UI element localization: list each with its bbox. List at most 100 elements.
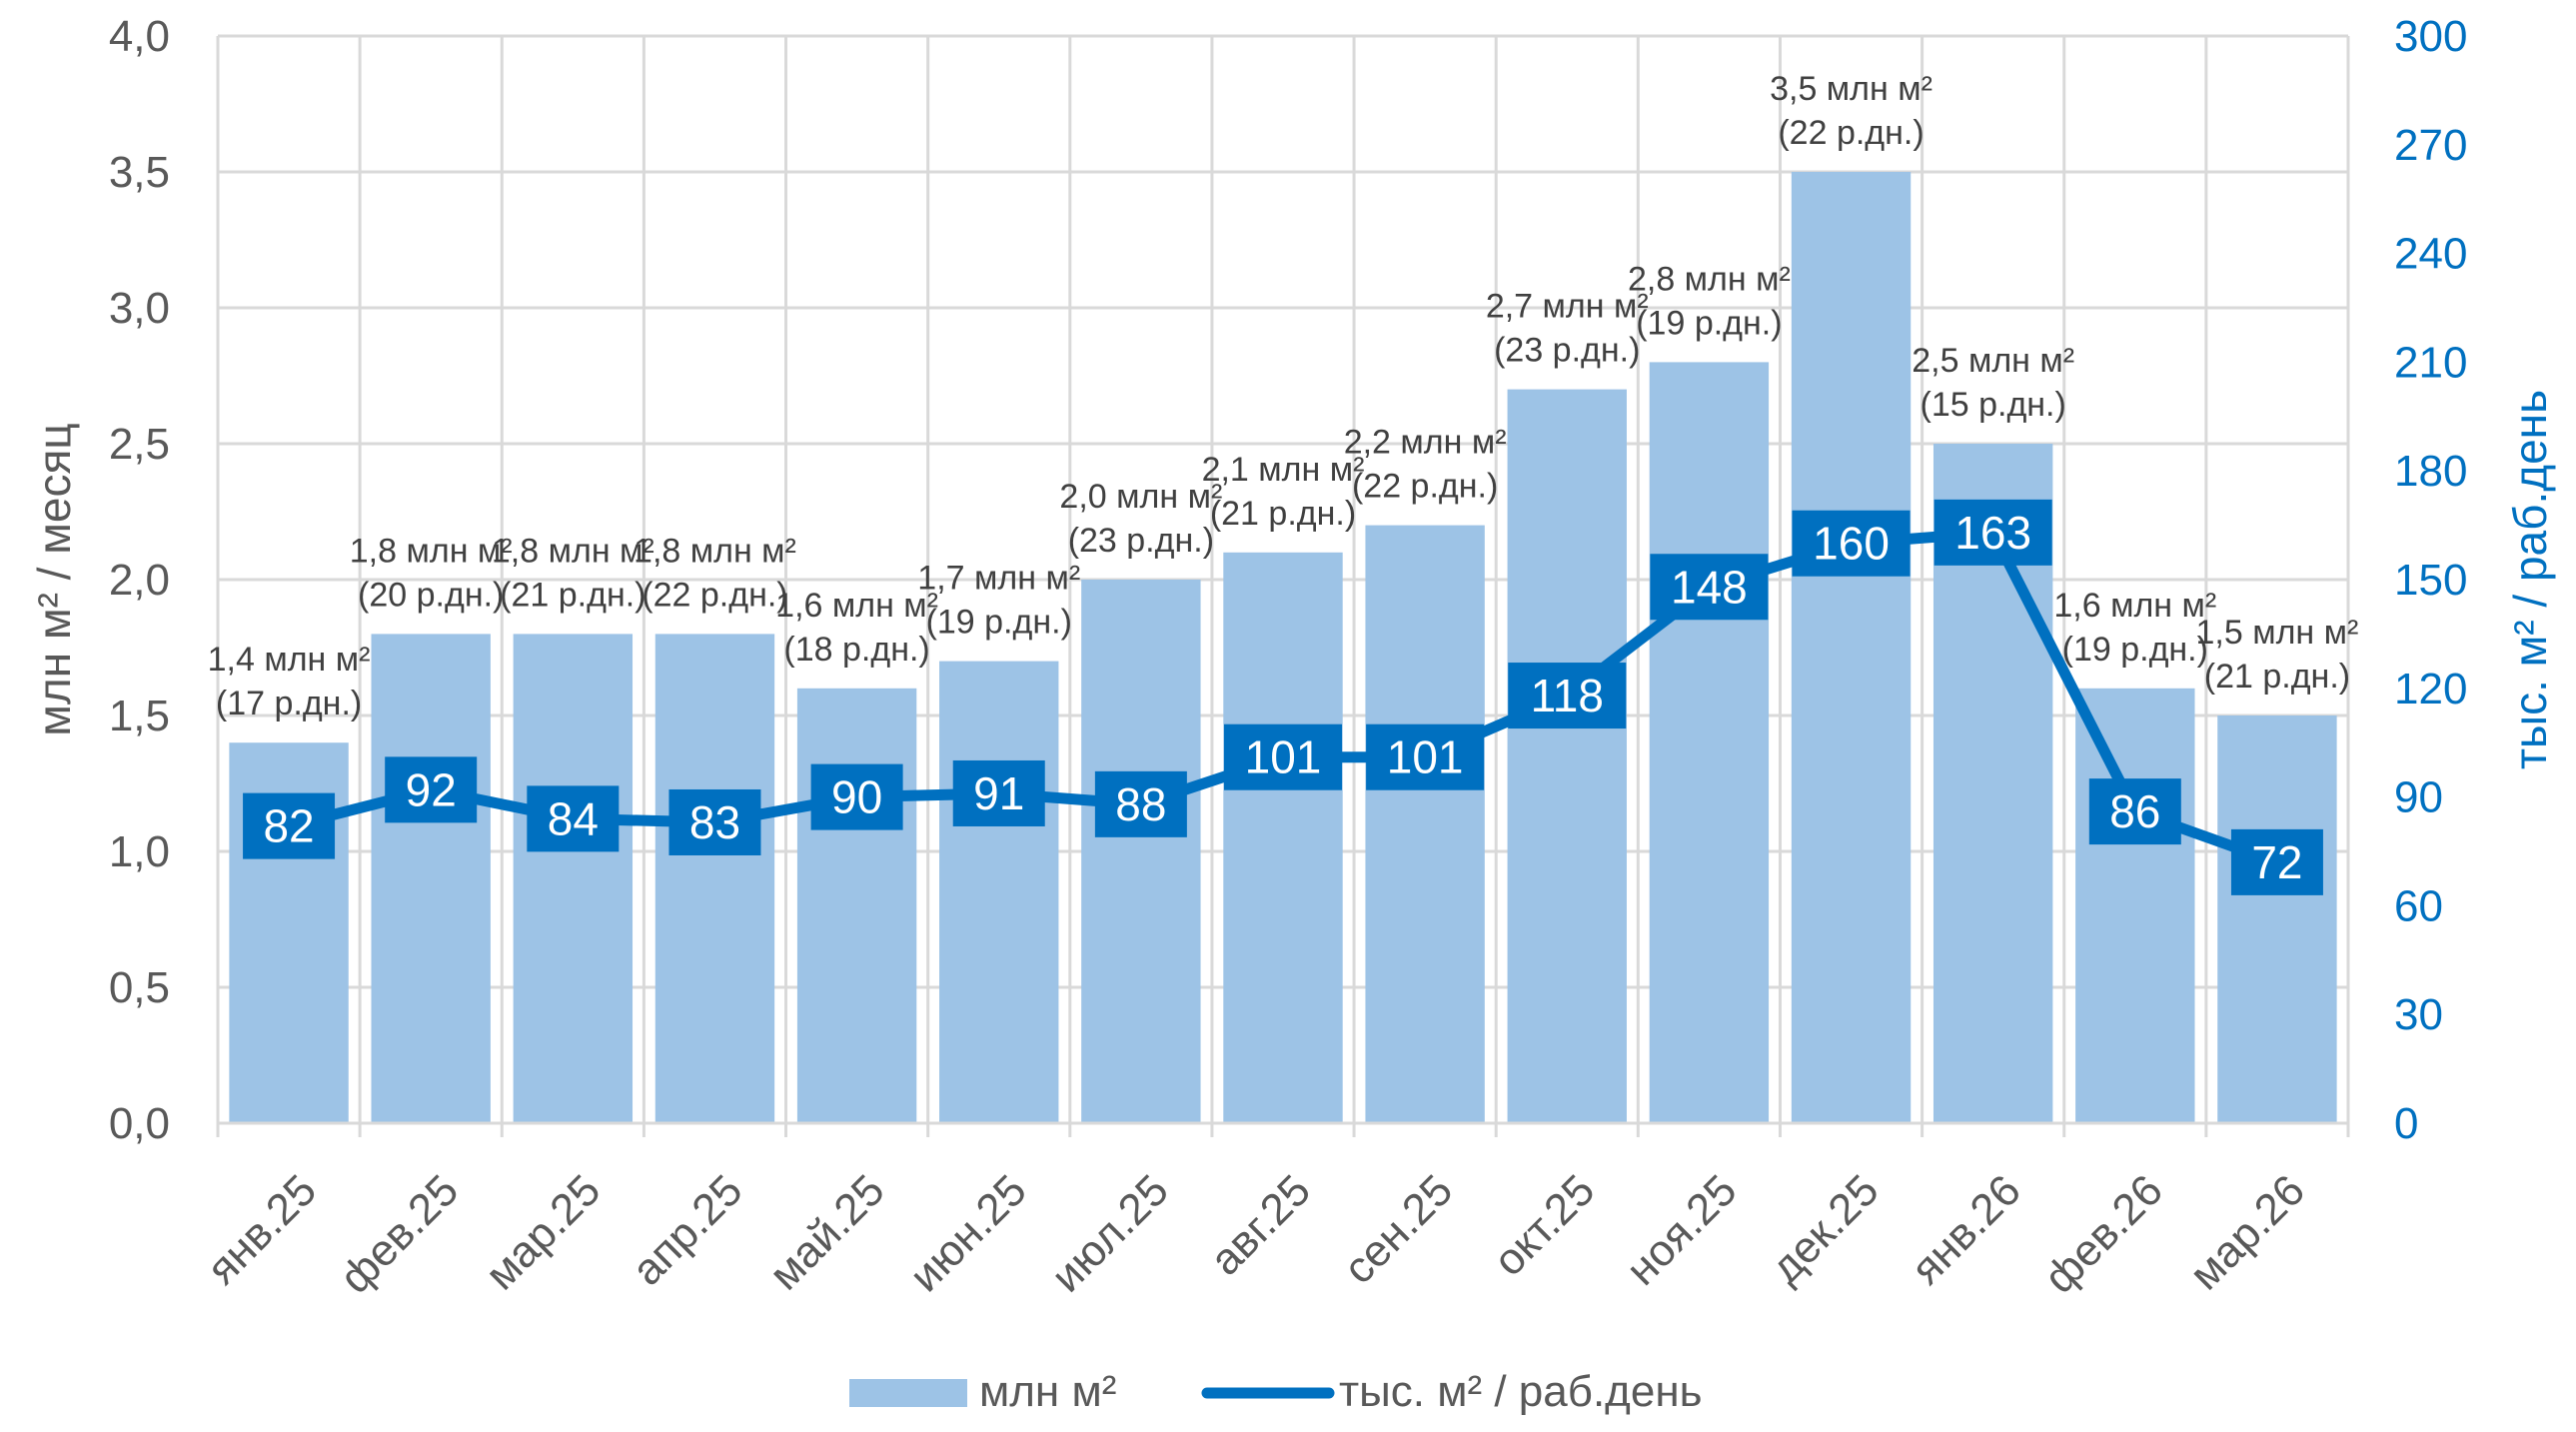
- line-data-label: 82: [263, 800, 314, 852]
- bar: [939, 661, 1059, 1123]
- bar-label-days: (21 р.дн.): [1210, 495, 1356, 533]
- bar-label-days: (20 р.дн.): [358, 576, 504, 614]
- category-label: фев.25: [331, 1165, 468, 1302]
- bar-label-days: (22 р.дн.): [1778, 114, 1924, 152]
- bar-label-days: (18 р.дн.): [783, 631, 929, 669]
- left-tick-label: 2,5: [109, 420, 170, 469]
- line-data-label: 88: [1115, 778, 1166, 830]
- right-tick-label: 180: [2394, 447, 2467, 496]
- line-point-marker: [668, 788, 761, 855]
- bar-label-value: 1,8 млн м²: [350, 532, 513, 570]
- right-tick-label: 90: [2394, 773, 2443, 822]
- left-tick-label: 1,0: [109, 827, 170, 876]
- line-data-label: 72: [2251, 836, 2302, 888]
- right-tick-label: 30: [2394, 990, 2443, 1039]
- left-tick-label: 0,0: [109, 1099, 170, 1148]
- legend-line-label: тыс. м² / раб.день: [1339, 1367, 1703, 1416]
- category-label: авг.25: [1201, 1165, 1320, 1284]
- bar-label-value: 1,5 млн м²: [2196, 614, 2359, 652]
- legend: млн м² тыс. м² / раб.день: [849, 1367, 1703, 1416]
- bar: [2075, 688, 2195, 1123]
- legend-bar-swatch: [849, 1379, 967, 1407]
- left-tick-label: 3,5: [109, 148, 170, 197]
- bar-label-days: (23 р.дн.): [1068, 522, 1214, 560]
- line-data-label: 83: [689, 796, 740, 848]
- line-data-label: 118: [1531, 670, 1604, 721]
- bar-label-value: 1,6 млн м²: [775, 587, 938, 625]
- line-point-marker: [1224, 723, 1342, 790]
- line-point-marker: [1094, 770, 1187, 837]
- line-point-marker: [385, 756, 478, 823]
- category-label: окт.25: [1484, 1165, 1604, 1285]
- line-point-marker: [527, 785, 620, 852]
- right-tick-label: 120: [2394, 665, 2467, 714]
- bar-label-value: 1,8 млн м²: [634, 532, 796, 570]
- line-data-label: 163: [1954, 507, 2031, 559]
- line-data-label: 101: [1245, 731, 1322, 783]
- bar-data-labels: 1,4 млн м² (17 р.дн.) 1,8 млн м² (20 р.дн.)…: [208, 70, 2359, 722]
- category-label: янв.26: [1902, 1165, 2029, 1293]
- bar-label-days: (19 р.дн.): [926, 604, 1072, 642]
- left-tick-label: 3,0: [109, 284, 170, 333]
- bar-label-days: (22 р.дн.): [1352, 468, 1498, 506]
- line-point-marker: [952, 759, 1045, 826]
- line-data-label: 86: [2109, 785, 2160, 837]
- bar: [1791, 172, 1912, 1123]
- bar: [2217, 716, 2337, 1123]
- bar-label-days: (21 р.дн.): [2204, 658, 2350, 696]
- bar: [1365, 525, 1485, 1123]
- category-label: сен.25: [1334, 1165, 1462, 1293]
- line-data-label: 90: [831, 771, 882, 823]
- right-tick-label: 60: [2394, 881, 2443, 930]
- right-tick-label: 300: [2394, 12, 2467, 61]
- bar-label-days: (15 р.дн.): [1921, 386, 2066, 424]
- line-point-marker: [1650, 554, 1769, 621]
- line-point-marker: [243, 792, 336, 859]
- bar-label-days: (22 р.дн.): [642, 576, 787, 614]
- category-label: июл.25: [1042, 1165, 1178, 1301]
- right-tick-label: 270: [2394, 121, 2467, 170]
- bar: [1081, 580, 1201, 1123]
- category-label: ноя.25: [1617, 1165, 1746, 1294]
- line-point-marker: [1508, 663, 1627, 729]
- line-series: 82 92 84 83 90 91 88 101 101 118 148 160 163 86 72: [243, 499, 2323, 895]
- line-data-label: 148: [1671, 561, 1748, 613]
- line-data-label: 92: [406, 763, 457, 815]
- bar-label-value: 1,7 млн м²: [917, 560, 1080, 598]
- bar-label-value: 1,8 млн м²: [492, 532, 654, 570]
- bar: [1507, 389, 1627, 1124]
- bar-label-days: (19 р.дн.): [1636, 304, 1782, 342]
- category-label: мар.25: [477, 1165, 611, 1299]
- line-point-marker: [1933, 499, 2052, 566]
- left-tick-label: 2,0: [109, 556, 170, 605]
- bar-label-value: 2,7 млн м²: [1486, 288, 1649, 326]
- left-tick-label: 1,5: [109, 692, 170, 740]
- bar: [513, 634, 634, 1123]
- bar-label-value: 1,6 млн м²: [2053, 587, 2216, 625]
- right-tick-label: 240: [2394, 230, 2467, 279]
- bar-label-days: (17 р.дн.): [216, 685, 362, 722]
- bar-label-days: (21 р.дн.): [500, 576, 645, 614]
- line-data-label: 91: [973, 767, 1024, 819]
- line-point-marker: [2088, 778, 2181, 845]
- bar-label-value: 2,1 млн м²: [1202, 451, 1365, 489]
- bar: [1223, 552, 1343, 1123]
- line-point-marker: [1366, 723, 1485, 790]
- category-label: июн.25: [900, 1165, 1036, 1301]
- category-label: апр.25: [623, 1165, 751, 1294]
- line-point-marker: [1792, 510, 1911, 577]
- bar: [1649, 362, 1770, 1123]
- right-tick-label: 210: [2394, 338, 2467, 387]
- right-tick-label: 0: [2394, 1099, 2418, 1148]
- gridlines: [216, 34, 2350, 1125]
- line-data-label: 160: [1813, 518, 1890, 570]
- left-tick-label: 4,0: [109, 12, 170, 61]
- category-label: мар.26: [2180, 1165, 2314, 1299]
- right-axis-title: тыс. м² / раб.день: [2504, 390, 2556, 769]
- bar-label-value: 1,4 млн м²: [208, 641, 371, 679]
- right-tick-label: 150: [2394, 556, 2467, 605]
- bar: [796, 688, 917, 1123]
- bar-label-value: 2,8 млн м²: [1628, 260, 1791, 298]
- bar-series: [229, 172, 2337, 1124]
